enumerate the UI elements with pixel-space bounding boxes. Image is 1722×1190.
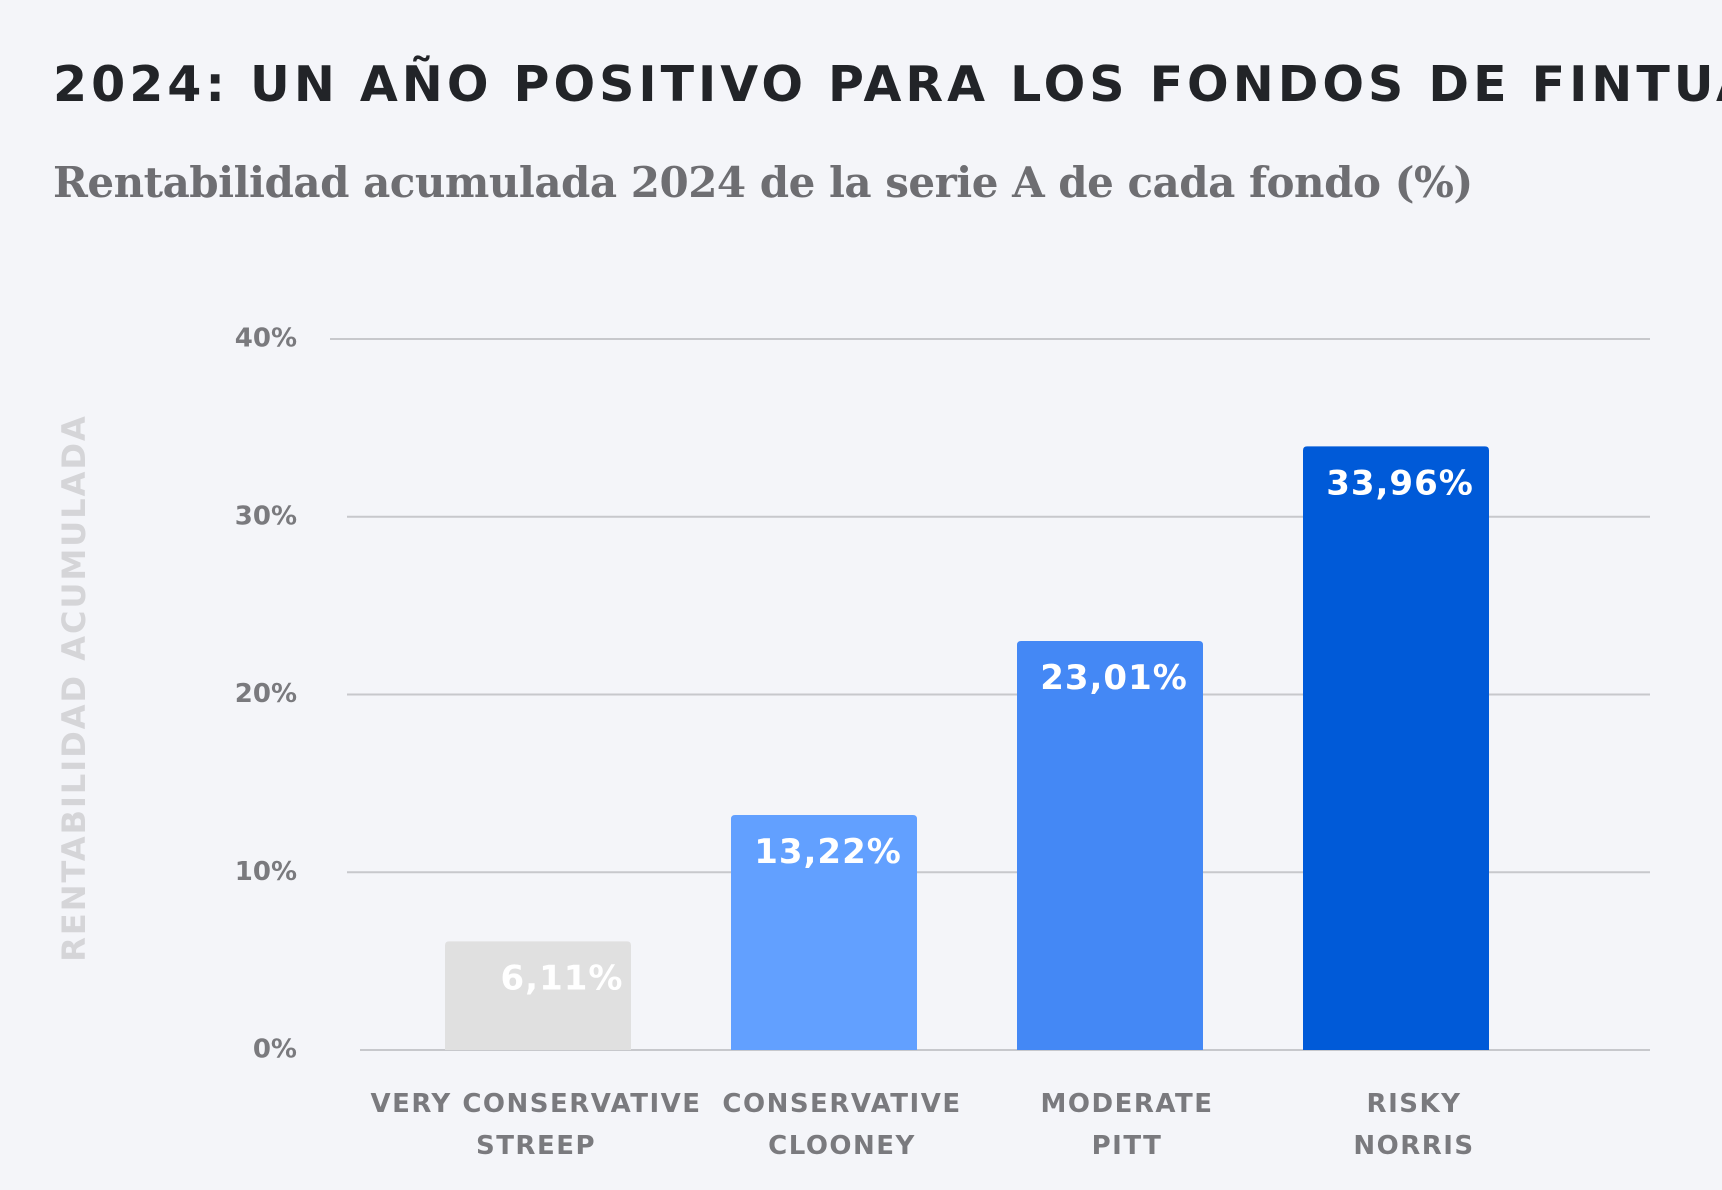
bar-clooney — [731, 815, 917, 1050]
category-label-norris-line-1: RISKY — [1367, 1089, 1462, 1119]
y-axis-title: RENTABILIDAD ACUMULADA — [55, 414, 93, 962]
y-tick-label-20: 20% — [235, 679, 297, 709]
category-label-streep-line-1: VERY CONSERVATIVE — [370, 1089, 701, 1119]
category-label-clooney-line-1: CONSERVATIVE — [722, 1089, 961, 1119]
y-tick-label-0: 0% — [253, 1035, 297, 1065]
data-label-norris: 33,96% — [1326, 463, 1474, 503]
y-axis-ticks: 0% 10% 20% 30% 40% — [235, 324, 297, 1065]
category-label-pitt-line-1: MODERATE — [1041, 1089, 1214, 1119]
bar-pitt — [1017, 640, 1203, 1050]
category-label-clooney-line-2: CLOONEY — [768, 1131, 916, 1161]
bar-streep — [445, 941, 631, 1050]
data-label-clooney: 13,22% — [754, 832, 902, 872]
y-tick-label-40: 40% — [235, 324, 297, 354]
x-axis-categories: VERY CONSERVATIVE STREEP CONSERVATIVE CLOON… — [370, 1089, 1474, 1161]
category-label-norris-line-2: NORRIS — [1353, 1131, 1474, 1161]
bar-norris — [1303, 446, 1489, 1051]
data-label-streep: 6,11% — [501, 958, 624, 998]
category-label-pitt-line-2: PITT — [1092, 1131, 1163, 1161]
chart-subtitle: Rentabilidad acumulada 2024 de la serie … — [53, 158, 1473, 207]
y-tick-label-30: 30% — [235, 501, 297, 531]
category-label-streep-line-2: STREEP — [476, 1131, 596, 1161]
chart-title: 2024: UN AÑO POSITIVO PARA LOS FONDOS DE… — [53, 56, 1722, 113]
y-tick-label-10: 10% — [235, 857, 297, 887]
data-label-pitt: 23,01% — [1040, 658, 1188, 698]
bars — [445, 446, 1489, 1051]
data-labels: 6,11% 13,22% 23,01% 33,96% — [501, 463, 1474, 998]
